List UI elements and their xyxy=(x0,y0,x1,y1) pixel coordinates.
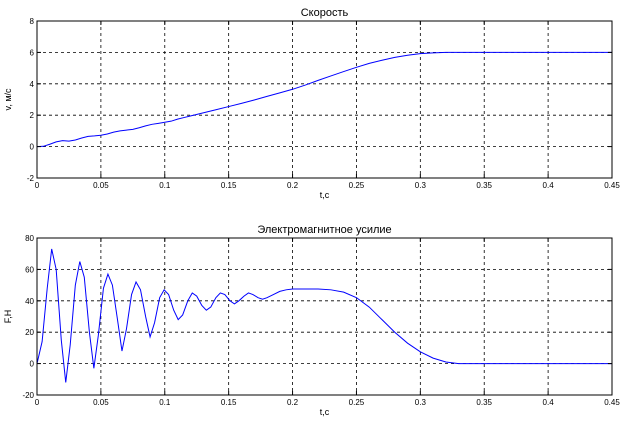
force-x-tick-label: 0.25 xyxy=(349,398,365,407)
force-y-tick-label: -20 xyxy=(22,391,34,400)
speed-plot-area xyxy=(37,21,612,178)
force-chart-title: Электромагнитное усилие xyxy=(257,224,391,236)
speed-x-tick-label: 0.4 xyxy=(543,181,555,190)
force-x-tick-label: 0 xyxy=(35,398,40,407)
speed-x-tick-label: 0.35 xyxy=(476,181,492,190)
force-y-tick-label: 80 xyxy=(25,234,34,243)
force-series-line xyxy=(36,248,612,383)
speed-y-tick-label: 2 xyxy=(30,111,35,120)
force-x-tick-label: 0.1 xyxy=(159,398,171,407)
force-plot-area xyxy=(37,238,612,395)
speed-x-tick-label: 0.05 xyxy=(93,181,109,190)
speed-x-tick-label: 0 xyxy=(35,181,40,190)
speed-x-tick-label: 0.15 xyxy=(221,181,237,190)
speed-plot: 0 0.05 0.1 0.15 0.2 0.25 0.3 0.35 0.4 0.45-202468… xyxy=(3,7,620,200)
speed-y-tick-label: 8 xyxy=(30,17,35,26)
speed-y-axis-label: v, м/с xyxy=(3,88,13,111)
force-y-tick-label: 20 xyxy=(25,328,34,337)
speed-series-line xyxy=(36,51,612,148)
force-x-tick-label: 0.2 xyxy=(287,398,299,407)
speed-x-tick-label: 0.3 xyxy=(415,181,427,190)
speed-x-tick-label: 0.25 xyxy=(349,181,365,190)
force-x-tick-label: 0.35 xyxy=(476,398,492,407)
force-plot: 0 0.05 0.1 0.15 0.2 0.25 0.3 0.35 0.4 0.45-200204… xyxy=(3,224,620,417)
force-x-tick-label: 0.3 xyxy=(415,398,427,407)
force-x-tick-label: 0.45 xyxy=(604,398,620,407)
speed-y-tick-label: 0 xyxy=(30,143,35,152)
speed-x-axis-label: t,c xyxy=(320,190,330,200)
force-x-tick-label: 0.15 xyxy=(221,398,237,407)
force-y-tick-label: 0 xyxy=(30,360,35,369)
speed-y-tick-label: 6 xyxy=(30,48,35,57)
force-x-tick-label: 0.05 xyxy=(93,398,109,407)
speed-x-tick-label: 0.45 xyxy=(604,181,620,190)
force-y-axis-label: F,H xyxy=(3,310,13,324)
speed-chart-title: Скорость xyxy=(301,7,349,19)
speed-y-tick-label: -2 xyxy=(27,174,35,183)
force-x-axis-label: t,c xyxy=(320,407,330,417)
force-x-tick-label: 0.4 xyxy=(543,398,555,407)
speed-x-tick-label: 0.2 xyxy=(287,181,299,190)
force-axes-frame xyxy=(36,237,613,396)
speed-x-tick-label: 0.1 xyxy=(159,181,171,190)
speed-y-tick-label: 4 xyxy=(30,80,35,89)
speed-axes-frame xyxy=(36,20,613,179)
force-y-tick-label: 60 xyxy=(25,265,34,274)
force-y-tick-label: 40 xyxy=(25,297,34,306)
